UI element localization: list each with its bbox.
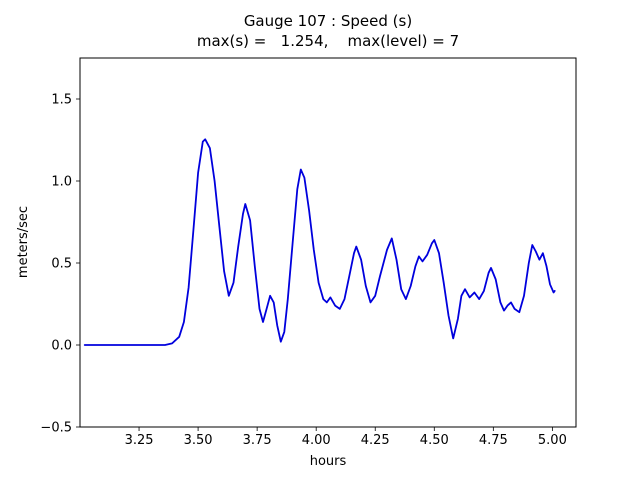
- x-tick-label: 3.25: [125, 433, 154, 448]
- y-tick-label: 0.0: [51, 339, 72, 354]
- y-tick-label: 1.0: [51, 175, 72, 190]
- y-axis-label: meters/sec: [16, 206, 31, 278]
- x-tick-label: 3.75: [243, 433, 272, 448]
- y-tick-label: 0.5: [51, 257, 72, 272]
- x-tick-label: 4.25: [361, 433, 390, 448]
- y-tick-label: 1.5: [51, 93, 72, 108]
- chart-title: Gauge 107 : Speed (s): [244, 12, 412, 30]
- x-tick-label: 4.75: [479, 433, 508, 448]
- y-tick-label: −0.5: [40, 421, 72, 436]
- y-ticks: −0.5 0.0 0.5 1.0 1.5: [40, 93, 80, 436]
- x-tick-label: 5.00: [538, 433, 567, 448]
- plot-border: [79, 57, 577, 428]
- x-ticks: 3.25 3.50 3.75 4.00 4.25 4.50 4.75 5.00: [125, 427, 567, 448]
- x-tick-label: 4.50: [420, 433, 449, 448]
- x-tick-label: 4.00: [302, 433, 331, 448]
- chart-subtitle: max(s) = 1.254, max(level) = 7: [197, 32, 459, 50]
- x-tick-label: 3.50: [184, 433, 213, 448]
- data-line: [83, 138, 556, 346]
- x-axis-label: hours: [310, 454, 347, 469]
